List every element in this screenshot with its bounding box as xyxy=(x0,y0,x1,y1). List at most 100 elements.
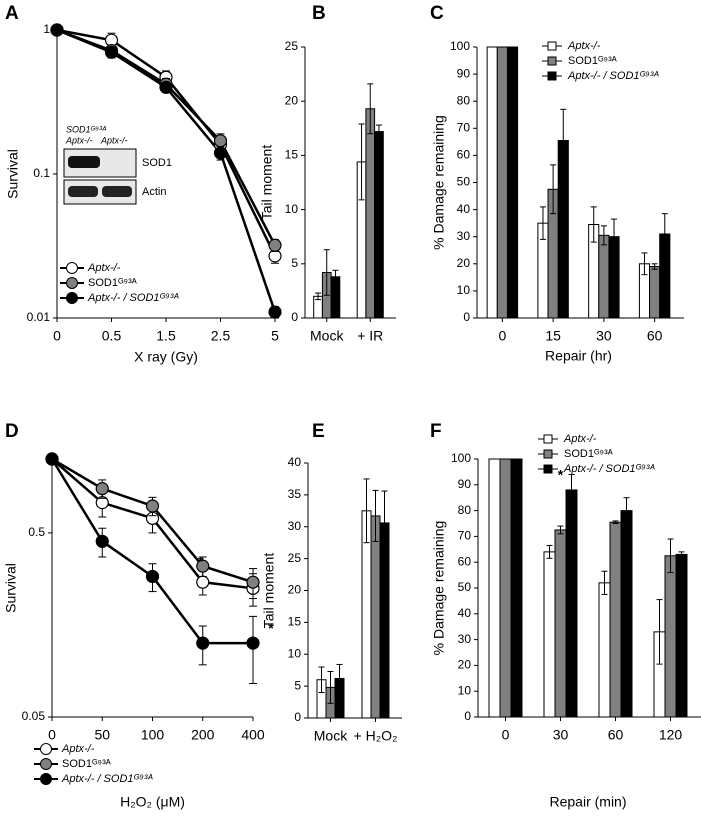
marker xyxy=(268,238,282,252)
y-tick-label: 20 xyxy=(458,658,472,672)
marker xyxy=(196,575,210,589)
x-tick-label: 50 xyxy=(94,727,110,743)
y-tick-label: 5 xyxy=(291,256,298,270)
y-tick-label: 90 xyxy=(458,477,472,491)
legend-label: Aptx-/- / SOD1ᴳ⁹³ᴬ xyxy=(567,70,659,82)
x-tick-label: 0 xyxy=(53,328,61,344)
y-tick-label: 70 xyxy=(457,120,471,134)
y-axis-label: % Damage remaining xyxy=(431,521,447,656)
y-tick-label: 15 xyxy=(285,148,299,162)
y-tick-label: 10 xyxy=(458,683,472,697)
legend-label: SOD1ᴳ⁹³ᴬ xyxy=(564,448,613,460)
marker xyxy=(95,482,109,496)
y-tick-label: 5 xyxy=(294,678,301,692)
legend-swatch xyxy=(543,449,553,459)
y-tick-label: 100 xyxy=(450,39,470,53)
bar xyxy=(488,458,501,718)
x-tick-label: 1.5 xyxy=(156,328,176,344)
marker xyxy=(145,499,160,513)
bar xyxy=(486,46,498,319)
y-tick-label: 90 xyxy=(457,66,471,80)
bar xyxy=(620,510,633,718)
x-tick-label: 100 xyxy=(141,727,165,743)
legend-marker xyxy=(66,262,78,274)
y-tick-label: 40 xyxy=(458,606,472,620)
y-tick-label: 20 xyxy=(285,93,299,107)
marker xyxy=(95,534,109,548)
x-tick-label: 15 xyxy=(545,328,561,344)
y-tick-label: 70 xyxy=(458,529,472,543)
y-tick-label: 40 xyxy=(457,202,471,216)
y-tick-label: 20 xyxy=(457,256,471,270)
y-tick-label: 0 xyxy=(463,310,470,324)
panel-letter: C xyxy=(430,3,444,24)
y-tick-label: 80 xyxy=(457,93,471,107)
y-tick-label: 0 xyxy=(291,310,298,324)
bar xyxy=(649,266,661,319)
marker xyxy=(159,80,173,94)
legend-swatch xyxy=(547,41,557,51)
marker xyxy=(45,452,59,466)
x-axis-label: Repair (min) xyxy=(549,794,626,810)
bar xyxy=(609,521,622,718)
panel-letter: E xyxy=(312,421,325,442)
legend-label: Aptx-/- xyxy=(61,743,95,755)
legend-marker xyxy=(66,292,78,304)
x-tick-label: 5 xyxy=(271,328,279,344)
x-tick-label: 60 xyxy=(647,328,663,344)
legend-swatch xyxy=(547,56,557,66)
annotation: * xyxy=(558,467,564,483)
x-tick-label: 30 xyxy=(553,727,569,743)
bar xyxy=(499,458,512,718)
x-tick-label: 2.5 xyxy=(211,328,231,344)
marker xyxy=(104,45,119,59)
legend-label: Aptx-/- / SOD1ᴳ⁹³ᴬ xyxy=(563,463,655,475)
x-tick-label: 200 xyxy=(191,727,215,743)
legend-label: Aptx-/- / SOD1ᴳ⁹³ᴬ xyxy=(61,773,153,785)
legend-swatch xyxy=(543,434,553,444)
y-tick-label: 40 xyxy=(288,455,302,469)
marker xyxy=(268,305,282,319)
legend-marker xyxy=(40,743,52,755)
x-tick-label: Mock xyxy=(314,728,348,744)
y-tick-label: 10 xyxy=(288,646,302,660)
y-tick-label: 10 xyxy=(285,202,299,216)
y-tick-label: 80 xyxy=(458,503,472,517)
marker xyxy=(246,575,260,589)
blot-label: Actin xyxy=(142,186,166,198)
legend-swatch xyxy=(543,464,553,474)
marker xyxy=(246,636,260,650)
legend-marker xyxy=(40,758,52,770)
bar xyxy=(554,529,567,718)
legend-label: SOD1ᴳ⁹³ᴬ xyxy=(88,277,137,289)
x-tick-label: 30 xyxy=(596,328,612,344)
y-tick-label: 100 xyxy=(451,451,471,465)
annotation: * xyxy=(268,620,274,636)
x-tick-label: 0.5 xyxy=(102,328,122,344)
y-tick-label: 20 xyxy=(288,583,302,597)
marker xyxy=(196,559,210,573)
blot-band xyxy=(68,156,100,168)
y-tick-label: 50 xyxy=(458,580,472,594)
bar xyxy=(365,108,376,319)
marker xyxy=(213,146,228,160)
legend-swatch xyxy=(547,71,557,81)
x-axis-label: H₂O₂ (μM) xyxy=(120,794,185,810)
y-tick-label: 0.5 xyxy=(28,525,45,539)
y-tick-label: 1 xyxy=(43,22,50,36)
bar xyxy=(675,553,688,718)
legend-marker xyxy=(66,277,78,289)
y-tick-label: 0 xyxy=(294,710,301,724)
x-tick-label: + H₂O₂ xyxy=(354,728,398,744)
bar xyxy=(543,551,556,718)
bar xyxy=(510,458,523,718)
x-axis-label: X ray (Gy) xyxy=(134,349,198,365)
y-tick-label: 15 xyxy=(288,615,302,629)
legend-label: Aptx-/- xyxy=(87,262,121,274)
blot-band xyxy=(68,186,98,197)
x-tick-label: 0 xyxy=(48,727,56,743)
blot-label: Aptx-/- xyxy=(65,135,93,145)
y-axis-label: % Damage remaining xyxy=(431,115,447,250)
y-tick-label: 10 xyxy=(457,283,471,297)
y-tick-label: 0.05 xyxy=(22,709,46,723)
